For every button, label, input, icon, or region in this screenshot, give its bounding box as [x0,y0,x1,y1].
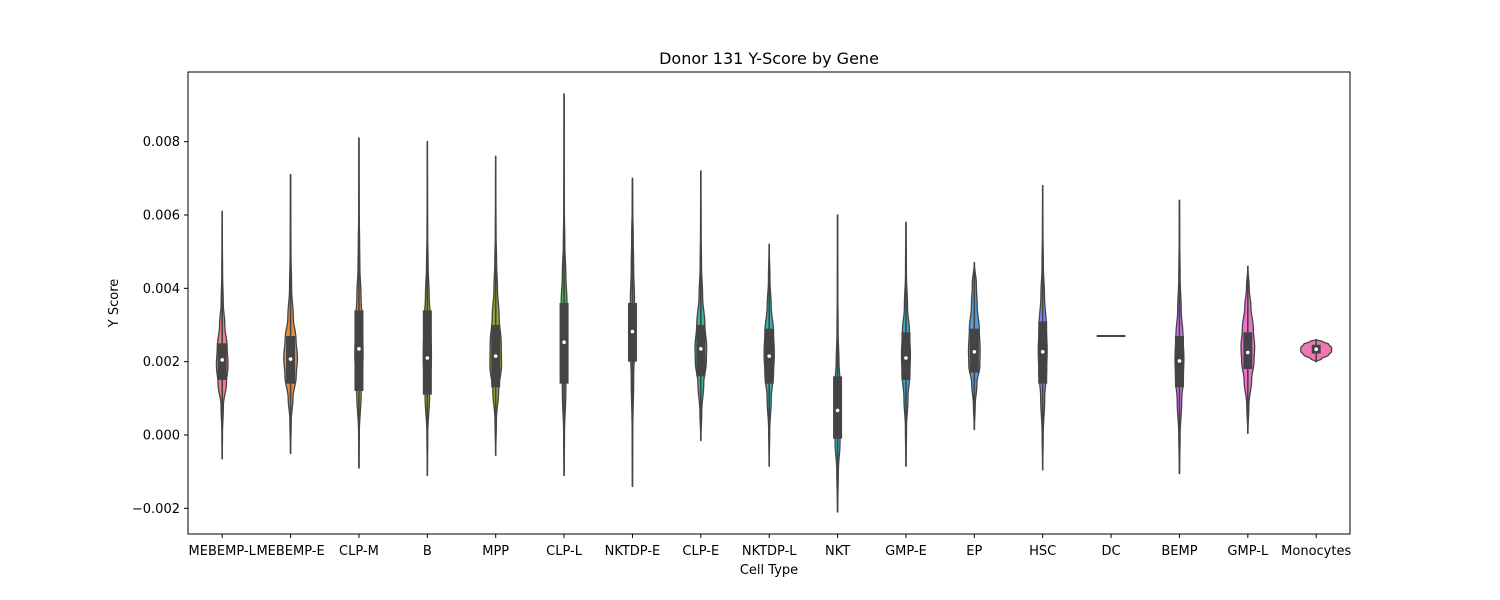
violin-median-dot [904,356,908,360]
chart-title: Donor 131 Y-Score by Gene [659,49,879,68]
x-tick-label: HSC [1029,544,1056,559]
violin-iqr-box [1243,332,1253,369]
y-tick-label: 0.000 [143,429,180,444]
x-tick-label: NKT [825,544,850,559]
violin-median-dot [357,347,361,351]
violin-GMP-L [1240,265,1256,434]
x-tick-label: MEBEMP-E [256,544,324,559]
violin-median-dot [699,347,703,351]
violin-Monocytes [1300,339,1333,363]
violin-MPP [489,155,503,456]
violin-iqr-box [354,310,364,391]
violin-median-dot [425,356,430,360]
x-tick-label: DC [1102,544,1121,559]
x-axis-label: Cell Type [740,563,798,578]
x-tick-label: MPP [482,544,509,559]
violin-median-dot [1040,349,1045,354]
x-tick-label: B [423,544,432,559]
y-axis-label: Y Score [107,279,122,328]
violin-CLP-M [354,137,364,469]
violin-median-dot [767,354,771,358]
x-tick-label: Monocytes [1281,544,1351,559]
x-tick-label: MEBEMP-L [189,544,257,559]
x-axis: MEBEMP-L MEBEMP-E CLP-M B MPP CLP-L NKTDP-E CLP… [189,534,1351,559]
violin-NKT [833,214,843,513]
violin-HSC [1037,185,1048,471]
violin-median-dot [972,349,977,354]
violin-median-dot [220,358,224,362]
violin-EP [967,262,981,431]
violin-BEMP [1174,199,1185,475]
violin-GMP-E [900,221,912,467]
x-tick-label: BEMP [1161,544,1197,559]
y-tick-label: 0.006 [143,209,180,224]
x-tick-label: CLP-L [546,544,583,559]
violin-B [422,141,433,476]
violin-median-dot [493,354,498,358]
x-tick-label: CLP-M [339,544,379,559]
y-tick-label: 0.008 [143,135,180,150]
violin-group [215,93,1333,513]
violin-iqr-box [217,343,227,380]
violin-iqr-box [901,332,911,380]
violin-median-dot [562,340,566,345]
violin-NKTDP-E [627,177,637,487]
y-tick-label: 0.002 [143,355,180,370]
violin-CLP-L [559,93,569,476]
violin-CLP-E [694,170,708,442]
violin-median-dot [1177,359,1182,363]
violin-median-dot [1314,347,1318,352]
violin-MEBEMP-E [283,174,299,454]
y-tick-label: 0.004 [143,282,180,297]
violin-median-dot [835,408,840,413]
violin-median-dot [1246,350,1250,355]
x-tick-label: NKTDP-E [605,544,661,559]
x-tick-label: GMP-L [1227,544,1269,559]
violin-MEBEMP-L [215,210,229,460]
violin-iqr-box [833,376,843,439]
x-tick-label: GMP-E [885,544,927,559]
x-tick-label: CLP-E [682,544,719,559]
violin-NKTDP-L [763,243,775,467]
x-tick-label: NKTDP-L [742,544,797,559]
y-axis: −0.002 0.000 0.002 0.004 0.006 0.008 [132,135,188,517]
violin-median-dot [288,357,293,361]
violin-iqr-box [696,325,706,377]
y-tick-label: −0.002 [132,502,180,517]
x-tick-label: EP [966,544,982,559]
violin-median-dot [630,329,635,334]
violin-iqr-box [422,310,432,395]
